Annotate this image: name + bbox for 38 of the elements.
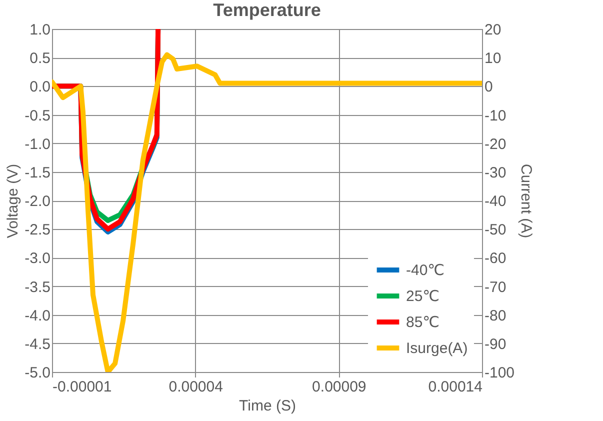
y2-tick-label: 20	[484, 22, 502, 38]
x-tick-label: 0.00004	[168, 378, 223, 396]
y-tick-label: 1.0	[30, 22, 50, 38]
y2-tick-label: -80	[484, 307, 506, 324]
y2-tick-label: -60	[484, 250, 506, 268]
y-tick-label: 0.0	[30, 78, 50, 96]
y-tick-label: -4.0	[24, 307, 50, 324]
legend-label: Isurge(A)	[406, 340, 468, 357]
legend-label: 25℃	[406, 288, 440, 305]
x-tick-label: 0.00014	[428, 378, 482, 396]
y-tick-label: 0.5	[30, 50, 50, 68]
legend-label: 85℃	[406, 314, 440, 331]
y2-tick-label: -90	[484, 336, 506, 353]
y-tick-label: -4.5	[24, 336, 50, 353]
y2-tick-label: -70	[484, 278, 506, 296]
y-tick-label: -3.0	[24, 250, 50, 268]
y2-tick-label: 10	[484, 50, 502, 68]
y2-tick-label: -10	[484, 107, 506, 124]
y2-tick-label: -50	[484, 222, 506, 239]
y2-tick-label: -40	[484, 193, 506, 210]
y2-tick-label: -100	[484, 364, 515, 382]
y2-tick-label: -20	[484, 136, 506, 153]
y-tick-label: -3.5	[24, 278, 50, 296]
chart-title: Temperature	[213, 0, 321, 20]
y-tick-label: -1.5	[24, 164, 50, 182]
y2-tick-label: 0	[484, 78, 493, 96]
y-axis-title: Voltage (V)	[4, 164, 22, 238]
y-tick-label: -0.5	[24, 107, 50, 124]
legend-label: -40℃	[406, 262, 445, 279]
x-axis-title: Time (S)	[239, 398, 296, 414]
x-tick-label: 0.00009	[312, 378, 366, 396]
y2-axis-title: Current (A)	[518, 164, 535, 238]
x-tick-label: -0.00001	[52, 378, 112, 396]
y-tick-label: -1.0	[24, 136, 50, 153]
y2-tick-label: -30	[484, 164, 506, 182]
y-tick-label: -5.0	[24, 364, 50, 382]
y-tick-label: -2.5	[24, 222, 50, 239]
y-tick-label: -2.0	[24, 193, 50, 210]
